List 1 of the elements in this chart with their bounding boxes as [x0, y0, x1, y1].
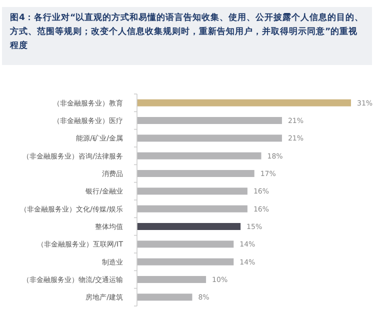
title: 图4：各行业对“以直观的方式和易懂的语言告知收集、使用、公开披露个人信息的目的、方式、范围等规则；改变个人信息收集规则时，重新告知用户，并取得明示同意”的重视程度	[2, 7, 372, 65]
